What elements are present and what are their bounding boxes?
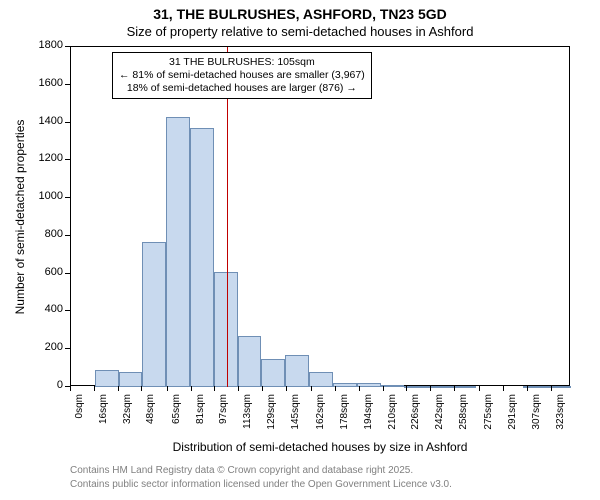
- x-tick-label: 307sqm: [531, 394, 542, 438]
- histogram-bar: [333, 383, 357, 387]
- x-tick-mark: [191, 386, 192, 391]
- x-tick-label: 0sqm: [74, 394, 85, 438]
- y-tick-label: 1800: [25, 39, 63, 51]
- x-tick-mark: [551, 386, 552, 391]
- y-tick-mark: [65, 348, 70, 349]
- x-tick-label: 162sqm: [315, 394, 326, 438]
- y-tick-mark: [65, 84, 70, 85]
- histogram-bar: [285, 355, 309, 387]
- x-tick-label: 323sqm: [555, 394, 566, 438]
- x-tick-label: 194sqm: [363, 394, 374, 438]
- annotation-line-3: 18% of semi-detached houses are larger (…: [119, 82, 365, 95]
- x-tick-label: 210sqm: [387, 394, 398, 438]
- x-tick-mark: [359, 386, 360, 391]
- x-tick-mark: [454, 386, 455, 391]
- x-tick-mark: [70, 386, 71, 391]
- y-tick-mark: [65, 122, 70, 123]
- y-tick-mark: [65, 197, 70, 198]
- chart-title: 31, THE BULRUSHES, ASHFORD, TN23 5GD: [0, 6, 600, 22]
- histogram-bar: [309, 372, 333, 387]
- y-tick-mark: [65, 159, 70, 160]
- histogram-bar: [357, 383, 381, 387]
- x-tick-mark: [383, 386, 384, 391]
- x-axis-label: Distribution of semi-detached houses by …: [70, 440, 570, 454]
- x-tick-mark: [479, 386, 480, 391]
- histogram-bar: [190, 128, 214, 387]
- footer-line-2: Contains public sector information licen…: [70, 479, 452, 490]
- x-tick-label: 32sqm: [122, 394, 133, 438]
- x-tick-label: 16sqm: [98, 394, 109, 438]
- x-tick-mark: [335, 386, 336, 391]
- footer-line-1: Contains HM Land Registry data © Crown c…: [70, 465, 413, 476]
- y-tick-label: 1400: [25, 115, 63, 127]
- chart-subtitle: Size of property relative to semi-detach…: [0, 24, 600, 39]
- x-tick-mark: [406, 386, 407, 391]
- x-tick-label: 113sqm: [242, 394, 253, 438]
- y-tick-mark: [65, 386, 70, 387]
- x-tick-label: 81sqm: [195, 394, 206, 438]
- x-tick-label: 242sqm: [434, 394, 445, 438]
- y-tick-label: 1000: [25, 190, 63, 202]
- annotation-line-2: ← 81% of semi-detached houses are smalle…: [119, 69, 365, 82]
- x-tick-label: 226sqm: [410, 394, 421, 438]
- x-tick-mark: [503, 386, 504, 391]
- histogram-bar: [428, 386, 452, 388]
- histogram-bar: [214, 272, 238, 387]
- histogram-bar: [404, 386, 428, 388]
- y-tick-label: 400: [25, 303, 63, 315]
- x-tick-label: 97sqm: [218, 394, 229, 438]
- x-tick-mark: [214, 386, 215, 391]
- histogram-bar: [261, 359, 285, 387]
- y-tick-label: 1600: [25, 77, 63, 89]
- x-tick-label: 129sqm: [266, 394, 277, 438]
- x-tick-mark: [286, 386, 287, 391]
- histogram-bar: [238, 336, 262, 387]
- x-tick-mark: [430, 386, 431, 391]
- y-tick-label: 200: [25, 341, 63, 353]
- y-tick-mark: [65, 46, 70, 47]
- histogram-bar: [119, 372, 143, 387]
- x-tick-mark: [238, 386, 239, 391]
- histogram-bar: [452, 386, 476, 388]
- y-tick-mark: [65, 235, 70, 236]
- x-tick-label: 258sqm: [458, 394, 469, 438]
- x-tick-mark: [118, 386, 119, 391]
- y-tick-label: 800: [25, 228, 63, 240]
- annotation-line-1: 31 THE BULRUSHES: 105sqm: [119, 56, 365, 69]
- y-tick-mark: [65, 273, 70, 274]
- y-tick-label: 1200: [25, 152, 63, 164]
- x-tick-label: 291sqm: [507, 394, 518, 438]
- x-tick-mark: [262, 386, 263, 391]
- x-tick-label: 145sqm: [290, 394, 301, 438]
- y-tick-label: 0: [25, 379, 63, 391]
- histogram-bar: [95, 370, 119, 387]
- x-tick-label: 275sqm: [483, 394, 494, 438]
- x-tick-label: 178sqm: [339, 394, 350, 438]
- y-axis-label: Number of semi-detached properties: [13, 107, 27, 327]
- x-tick-mark: [94, 386, 95, 391]
- x-tick-mark: [167, 386, 168, 391]
- annotation-box: 31 THE BULRUSHES: 105sqm ← 81% of semi-d…: [112, 52, 372, 99]
- chart-container: 31, THE BULRUSHES, ASHFORD, TN23 5GD Siz…: [0, 0, 600, 500]
- y-tick-label: 600: [25, 266, 63, 278]
- histogram-bar: [166, 117, 190, 387]
- x-tick-label: 65sqm: [171, 394, 182, 438]
- histogram-bar: [381, 385, 405, 387]
- x-tick-mark: [141, 386, 142, 391]
- x-tick-mark: [527, 386, 528, 391]
- x-tick-label: 48sqm: [145, 394, 156, 438]
- x-tick-mark: [311, 386, 312, 391]
- y-tick-mark: [65, 310, 70, 311]
- histogram-bar: [142, 242, 166, 387]
